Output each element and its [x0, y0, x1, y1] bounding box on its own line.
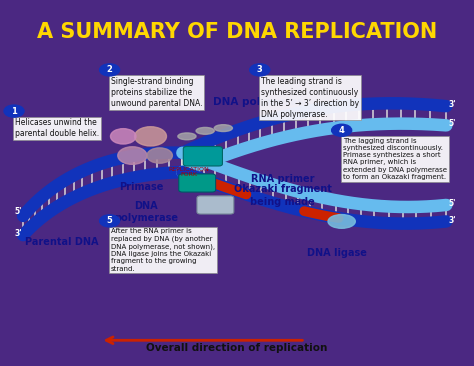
Text: Okazaki fragment
being made: Okazaki fragment being made	[234, 184, 331, 206]
Text: The lagging strand is
synthesized discontinuously.
Primase synthesizes a short
R: The lagging strand is synthesized discon…	[343, 138, 447, 180]
Circle shape	[250, 64, 270, 76]
Text: Parental DNA: Parental DNA	[25, 237, 99, 247]
Ellipse shape	[214, 125, 232, 131]
Text: 5': 5'	[14, 207, 21, 216]
Text: 5: 5	[107, 216, 112, 225]
Text: DNA
polymerase: DNA polymerase	[114, 201, 178, 223]
Circle shape	[100, 215, 119, 227]
Text: Single-strand binding
proteins stabilize the
unwound parental DNA.: Single-strand binding proteins stabilize…	[111, 77, 202, 108]
Circle shape	[100, 64, 119, 76]
Text: 3': 3'	[448, 100, 456, 109]
Text: DNA ligase: DNA ligase	[307, 248, 367, 258]
Text: 2: 2	[107, 66, 112, 74]
Text: REPLICATION
FORK: REPLICATION FORK	[169, 167, 210, 178]
Text: 4: 4	[339, 126, 345, 135]
Text: Helicases unwind the
parental double helix.: Helicases unwind the parental double hel…	[15, 119, 100, 138]
Text: A SUMMARY OF DNA REPLICATION: A SUMMARY OF DNA REPLICATION	[37, 22, 437, 42]
Text: DNA polymerase: DNA polymerase	[213, 97, 311, 107]
Text: Primase: Primase	[119, 182, 164, 192]
Text: Overall direction of replication: Overall direction of replication	[146, 343, 328, 353]
Text: After the RNA primer is
replaced by DNA (by another
DNA polymerase, not shown),
: After the RNA primer is replaced by DNA …	[111, 228, 215, 272]
Circle shape	[135, 127, 166, 146]
FancyBboxPatch shape	[183, 146, 222, 166]
Circle shape	[110, 129, 136, 144]
FancyBboxPatch shape	[197, 196, 234, 214]
Text: 1: 1	[11, 107, 17, 116]
Ellipse shape	[328, 214, 356, 228]
Text: 5': 5'	[448, 199, 456, 208]
Circle shape	[332, 124, 352, 136]
Ellipse shape	[196, 127, 214, 134]
Text: 3': 3'	[448, 216, 456, 225]
Text: RNA primer: RNA primer	[251, 174, 314, 184]
Text: 3': 3'	[14, 229, 22, 238]
Circle shape	[147, 148, 173, 163]
Circle shape	[4, 105, 24, 117]
Ellipse shape	[178, 133, 196, 140]
Text: The leading strand is
synthesized continuously
in the 5’ → 3’ direction by
DNA p: The leading strand is synthesized contin…	[261, 77, 359, 119]
Text: 5': 5'	[448, 119, 456, 128]
Circle shape	[118, 147, 147, 164]
Text: 3: 3	[257, 66, 263, 74]
FancyBboxPatch shape	[179, 174, 216, 192]
